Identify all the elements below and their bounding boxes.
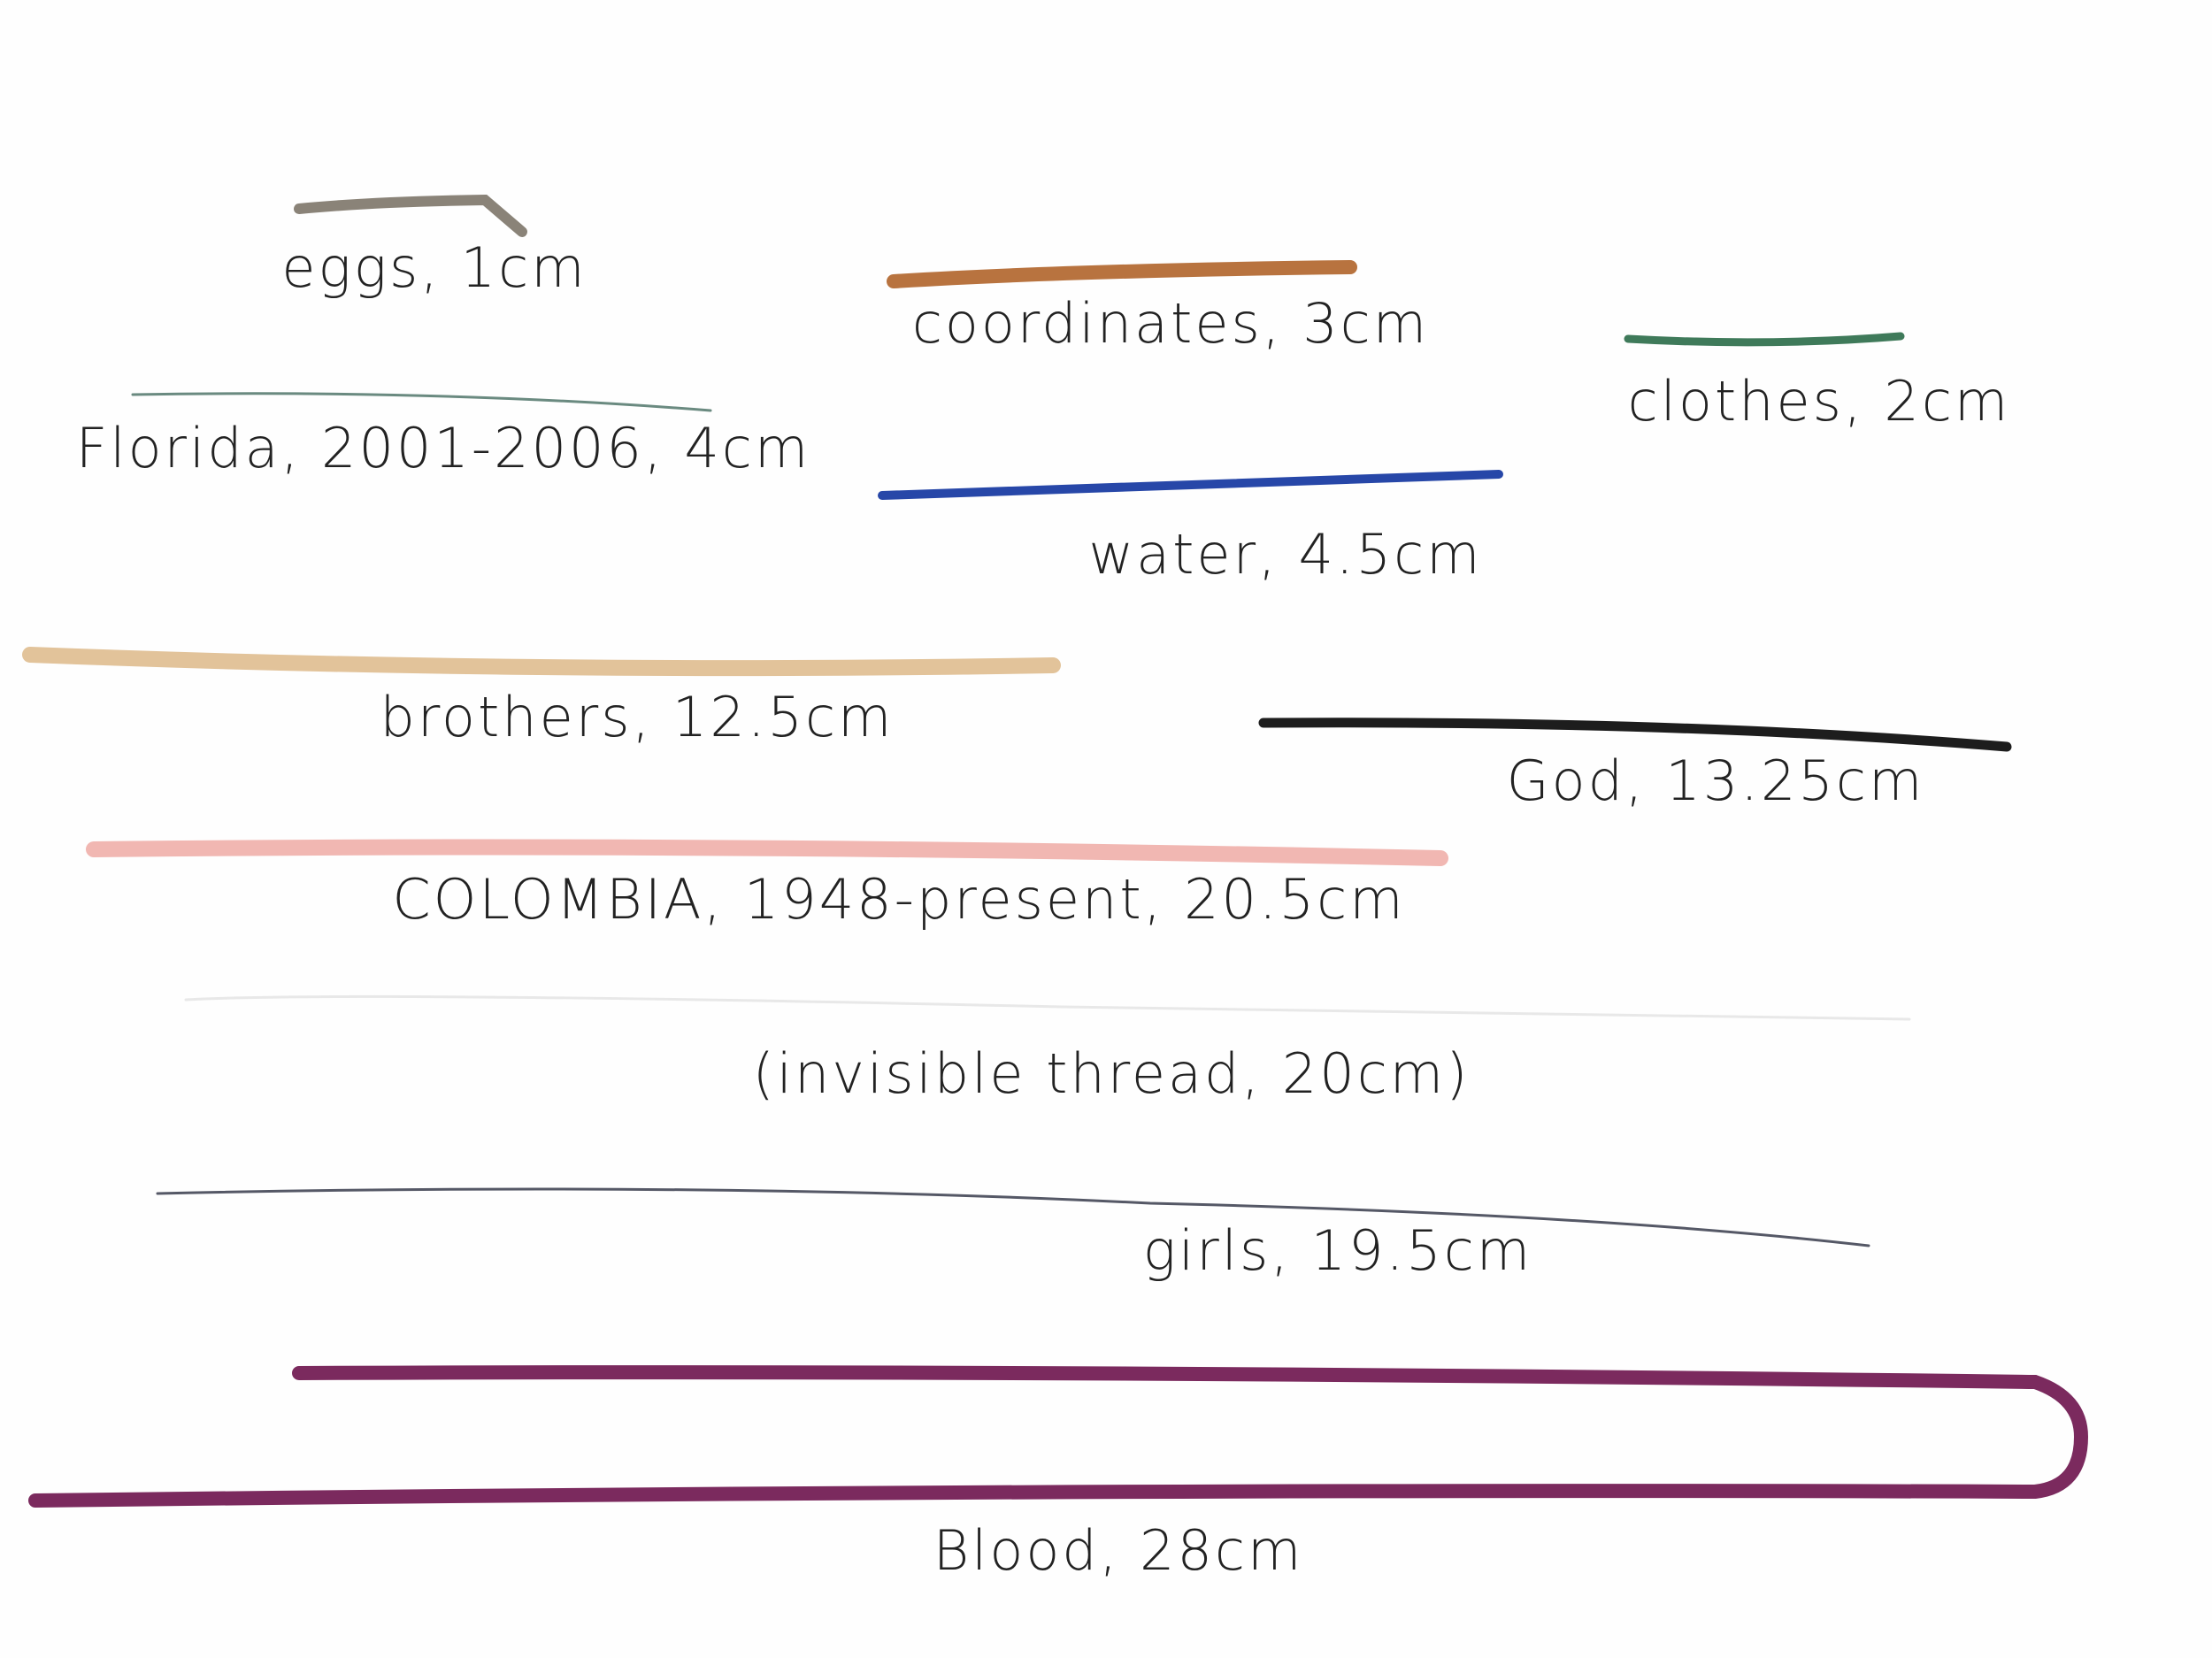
- thread-label: Blood, 28cm: [933, 1518, 1304, 1583]
- thread-label: girls, 19.5cm: [1143, 1218, 1532, 1283]
- thread-label: water, 4.5cm: [1088, 522, 1482, 587]
- thread-label: (invisible thread, 20cm): [753, 1041, 1471, 1106]
- thread-blood: [28, 1365, 2089, 1508]
- thread-invisible: [184, 994, 1911, 1021]
- thread-label: Florida, 2001-2006, 4cm: [76, 416, 811, 480]
- thread-water: [878, 470, 1503, 500]
- thread-girls: [156, 1187, 1870, 1247]
- thread-god: [1258, 718, 2012, 752]
- thread-label: God, 13.25cm: [1507, 748, 1925, 813]
- thread-label: coordinates, 3cm: [912, 291, 1429, 356]
- thread-coordinates: [887, 260, 1357, 288]
- thread-label: clothes, 2cm: [1628, 369, 2011, 434]
- thread-colombia: [86, 839, 1448, 866]
- thread-brothers: [22, 647, 1061, 677]
- thread-clothes: [1624, 332, 1905, 347]
- thread-label: brothers, 12.5cm: [380, 685, 895, 749]
- thread-label: eggs, 1cm: [281, 235, 587, 300]
- thread-florida: [131, 392, 712, 412]
- thread-label: COLOMBIA, 1948-present, 20.5cm: [392, 867, 1405, 932]
- thread-eggs: [294, 194, 527, 237]
